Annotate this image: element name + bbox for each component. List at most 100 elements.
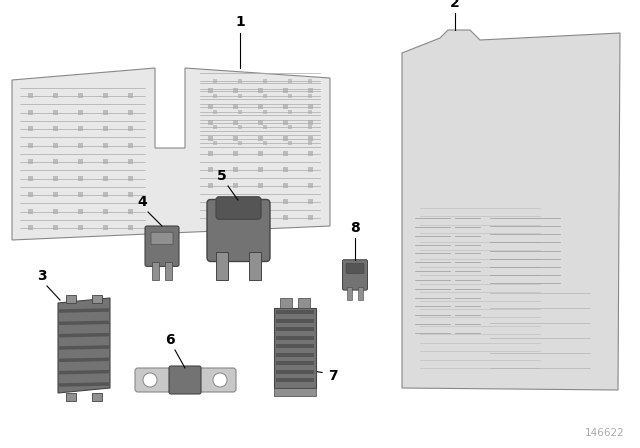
Bar: [208, 104, 213, 109]
Bar: [53, 126, 58, 131]
Bar: [28, 110, 33, 115]
Circle shape: [143, 373, 157, 387]
Bar: [233, 183, 238, 188]
Bar: [283, 136, 288, 141]
Bar: [103, 93, 108, 98]
Bar: [213, 79, 217, 83]
Bar: [276, 336, 314, 340]
Text: 3: 3: [37, 269, 47, 283]
Bar: [263, 141, 267, 145]
Bar: [92, 393, 102, 401]
Bar: [103, 110, 108, 115]
Bar: [283, 104, 288, 109]
Bar: [103, 142, 108, 148]
Bar: [258, 151, 263, 156]
Bar: [258, 215, 263, 220]
Bar: [103, 126, 108, 131]
Bar: [28, 93, 33, 98]
Bar: [28, 208, 33, 214]
Bar: [216, 251, 228, 280]
Bar: [308, 141, 312, 145]
Bar: [28, 192, 33, 197]
Bar: [233, 199, 238, 204]
Bar: [103, 192, 108, 197]
Bar: [308, 104, 313, 109]
Bar: [258, 183, 263, 188]
Bar: [358, 287, 363, 300]
Bar: [152, 262, 159, 280]
Bar: [66, 393, 76, 401]
Bar: [103, 176, 108, 181]
Bar: [280, 298, 292, 308]
Bar: [283, 151, 288, 156]
Bar: [276, 353, 314, 357]
Bar: [308, 168, 313, 172]
Bar: [258, 88, 263, 93]
Text: 5: 5: [217, 169, 227, 183]
Bar: [274, 308, 316, 388]
Bar: [208, 215, 213, 220]
Bar: [53, 208, 58, 214]
Bar: [308, 199, 313, 204]
Bar: [288, 141, 292, 145]
Bar: [283, 215, 288, 220]
Bar: [238, 95, 242, 98]
Bar: [276, 319, 314, 323]
Bar: [249, 251, 261, 280]
Bar: [274, 388, 316, 396]
Bar: [263, 95, 267, 98]
Bar: [263, 110, 267, 114]
Bar: [208, 199, 213, 204]
Bar: [288, 79, 292, 83]
Bar: [53, 225, 58, 230]
Bar: [288, 95, 292, 98]
FancyBboxPatch shape: [169, 366, 201, 394]
Bar: [128, 192, 133, 197]
Bar: [238, 79, 242, 83]
Bar: [263, 79, 267, 83]
Bar: [308, 95, 312, 98]
Bar: [283, 183, 288, 188]
Bar: [238, 110, 242, 114]
Bar: [208, 88, 213, 93]
Bar: [128, 208, 133, 214]
Bar: [298, 298, 310, 308]
Bar: [78, 142, 83, 148]
Bar: [283, 168, 288, 172]
Bar: [208, 120, 213, 125]
Bar: [53, 110, 58, 115]
Bar: [308, 125, 312, 129]
Circle shape: [213, 373, 227, 387]
Bar: [128, 159, 133, 164]
Bar: [233, 88, 238, 93]
Bar: [103, 159, 108, 164]
Bar: [128, 142, 133, 148]
Bar: [347, 287, 352, 300]
Bar: [258, 104, 263, 109]
Bar: [233, 168, 238, 172]
Bar: [53, 142, 58, 148]
FancyBboxPatch shape: [342, 260, 367, 290]
Bar: [28, 176, 33, 181]
Text: 1: 1: [235, 15, 245, 29]
Bar: [258, 136, 263, 141]
Bar: [78, 208, 83, 214]
Bar: [213, 125, 217, 129]
Bar: [28, 142, 33, 148]
Bar: [78, 93, 83, 98]
Bar: [276, 310, 314, 314]
Bar: [276, 361, 314, 365]
Polygon shape: [402, 30, 620, 390]
Bar: [53, 192, 58, 197]
Bar: [128, 126, 133, 131]
Bar: [53, 176, 58, 181]
Text: 2: 2: [450, 0, 460, 10]
Text: 8: 8: [350, 221, 360, 235]
Bar: [213, 141, 217, 145]
Text: 6: 6: [165, 333, 175, 347]
Bar: [276, 327, 314, 331]
Bar: [28, 126, 33, 131]
Bar: [208, 183, 213, 188]
Bar: [128, 110, 133, 115]
Bar: [283, 88, 288, 93]
